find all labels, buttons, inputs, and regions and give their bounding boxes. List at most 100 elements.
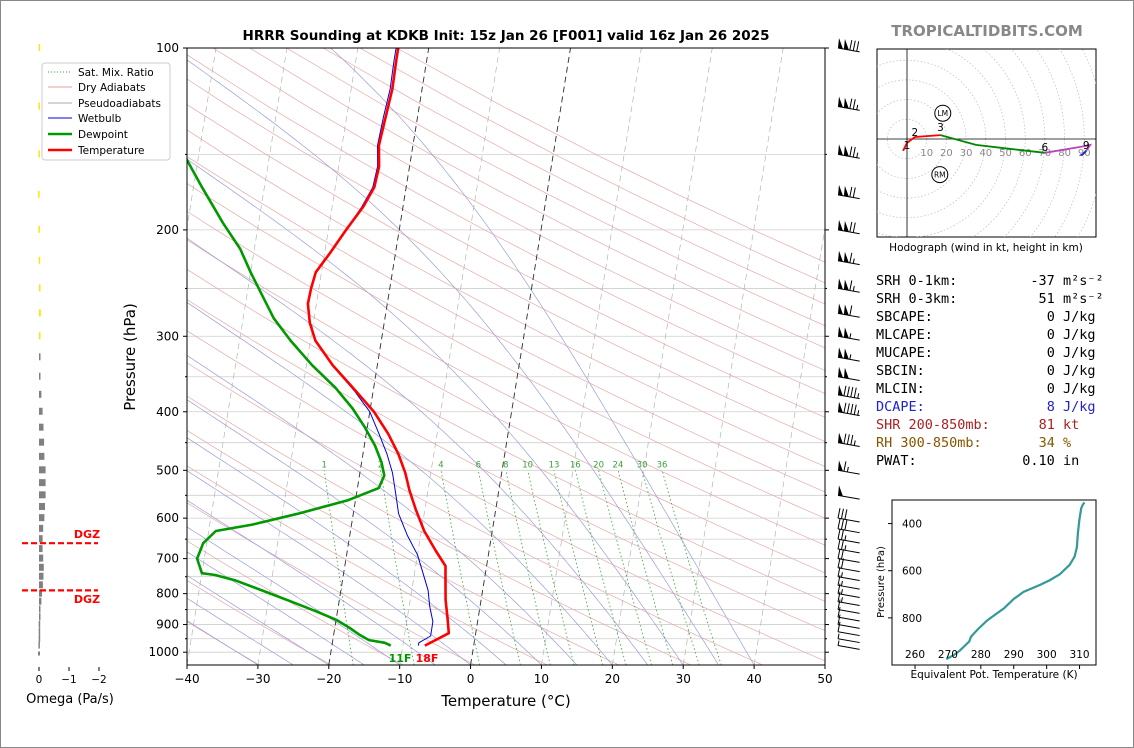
omega-bar xyxy=(39,589,42,597)
dry-adiabat xyxy=(187,540,404,665)
dry-adiabat xyxy=(187,430,620,665)
isotherm xyxy=(257,48,359,665)
pseudoadiabat xyxy=(187,575,329,665)
omega-bar xyxy=(38,634,41,642)
stat-label: SBCIN: xyxy=(876,363,925,379)
mixing-ratio-label: 36 xyxy=(657,460,668,470)
omega-bar xyxy=(39,452,45,460)
isotherm xyxy=(682,48,784,665)
wind-barb xyxy=(837,219,860,235)
hodo-ring-label: 40 xyxy=(979,148,992,159)
stat-row: SHR 200-850mb: 81 kt xyxy=(876,416,1126,434)
isotherm xyxy=(187,48,288,665)
stat-unit: in xyxy=(1054,453,1080,469)
mixing-ratio-label: 6 xyxy=(476,460,481,470)
isotherm xyxy=(187,48,217,230)
stat-row: MUCAPE: 0 J/kg xyxy=(876,344,1126,362)
omega-bar xyxy=(38,225,40,233)
omega-bar xyxy=(39,390,42,398)
omega-bar xyxy=(39,514,45,522)
hodo-height-label: 9 xyxy=(1083,140,1090,152)
theta-x-tick-label: 310 xyxy=(1070,649,1090,661)
wind-barb xyxy=(837,614,860,629)
theta-x-tick-label: 260 xyxy=(905,649,925,661)
mixing-ratio-line xyxy=(380,470,415,665)
omega-bar xyxy=(38,256,41,264)
y-tick-label: 100 xyxy=(156,41,179,55)
legend-pseudoadiabats: Pseudoadiabats xyxy=(78,98,161,110)
theta-e-frame xyxy=(891,499,1097,666)
wind-barbs xyxy=(837,38,860,650)
stat-label: SRH 0-3km: xyxy=(876,291,958,307)
wind-barb xyxy=(837,384,860,400)
dry-adiabat xyxy=(187,362,763,665)
wind-barb xyxy=(837,548,860,563)
legend-mixratio: Sat. Mix. Ratio xyxy=(78,67,154,79)
omega-bar xyxy=(39,554,44,562)
stat-unit: J/kg xyxy=(1054,399,1096,415)
stat-row: SRH 0-1km: -37 m²s⁻² xyxy=(876,272,1126,290)
stat-value: 81 xyxy=(989,417,1055,433)
dry-adiabat xyxy=(187,183,825,519)
wind-barb xyxy=(837,621,860,637)
mixing-ratio-line xyxy=(641,470,700,665)
skewt-xlabel: Temperature (°C) xyxy=(440,692,570,710)
omega-bar xyxy=(38,641,40,649)
wind-barb xyxy=(837,326,860,341)
x-tick-label: −10 xyxy=(387,672,412,686)
mixing-ratio-line xyxy=(661,470,722,665)
stat-label: SBCAPE: xyxy=(876,309,933,325)
theta-x-tick-label: 280 xyxy=(971,649,991,661)
storm-motion-rm xyxy=(931,166,949,184)
wind-barb xyxy=(837,460,860,475)
hodo-height-label: 1 xyxy=(904,140,911,152)
pseudoadiabat xyxy=(187,354,578,665)
dry-adiabat xyxy=(187,129,825,467)
pseudoadiabat xyxy=(330,48,755,665)
wind-barb xyxy=(837,250,860,266)
omega-bar xyxy=(39,353,41,361)
y-tick-label: 200 xyxy=(156,223,179,237)
stat-label: MLCIN: xyxy=(876,381,925,397)
dgz-label-bottom: DGZ xyxy=(74,593,100,606)
wind-barb xyxy=(837,278,860,293)
omega-bar xyxy=(39,524,44,532)
omega-bar xyxy=(39,605,41,613)
y-tick-label: 900 xyxy=(156,618,179,632)
dry-adiabat xyxy=(187,621,260,665)
wind-barb xyxy=(837,566,860,582)
wind-barb xyxy=(837,640,860,650)
stat-value: -37 xyxy=(957,273,1055,289)
omega-tick-2: −2 xyxy=(91,674,106,686)
stat-value: 8 xyxy=(924,399,1055,415)
omega-bar xyxy=(39,491,46,499)
stat-unit: J/kg xyxy=(1054,363,1096,379)
wind-barb xyxy=(837,518,860,534)
dry-adiabat xyxy=(187,465,548,665)
mixing-ratio-label: 2 xyxy=(378,460,383,470)
mixing-ratio-line xyxy=(440,470,481,665)
x-tick-label: −40 xyxy=(174,672,199,686)
dry-adiabat xyxy=(323,48,825,305)
isotherm xyxy=(611,48,713,665)
skewt-traces xyxy=(187,48,451,647)
omega-bar xyxy=(39,545,43,553)
hodo-segment xyxy=(902,134,941,152)
omega-panel xyxy=(22,44,100,671)
stat-value: 34 xyxy=(981,435,1055,451)
stat-value: 0 xyxy=(924,363,1055,379)
wind-barb xyxy=(837,508,860,523)
skewt-background: 1 2 4 6 8 10 13 16 20 24 30 36 xyxy=(187,48,825,665)
y-tick-label: 500 xyxy=(156,463,179,477)
stat-unit: % xyxy=(1054,435,1072,451)
x-tick-label: 10 xyxy=(534,672,549,686)
pseudoadiabat xyxy=(187,399,542,665)
stat-unit: kt xyxy=(1054,417,1080,433)
pseudoadiabat xyxy=(187,158,684,665)
legend-dewpoint: Dewpoint xyxy=(78,129,128,141)
omega-bar xyxy=(39,372,41,380)
x-tick-label: −30 xyxy=(245,672,270,686)
omega-bar xyxy=(39,438,45,446)
omega-bar xyxy=(39,332,41,340)
